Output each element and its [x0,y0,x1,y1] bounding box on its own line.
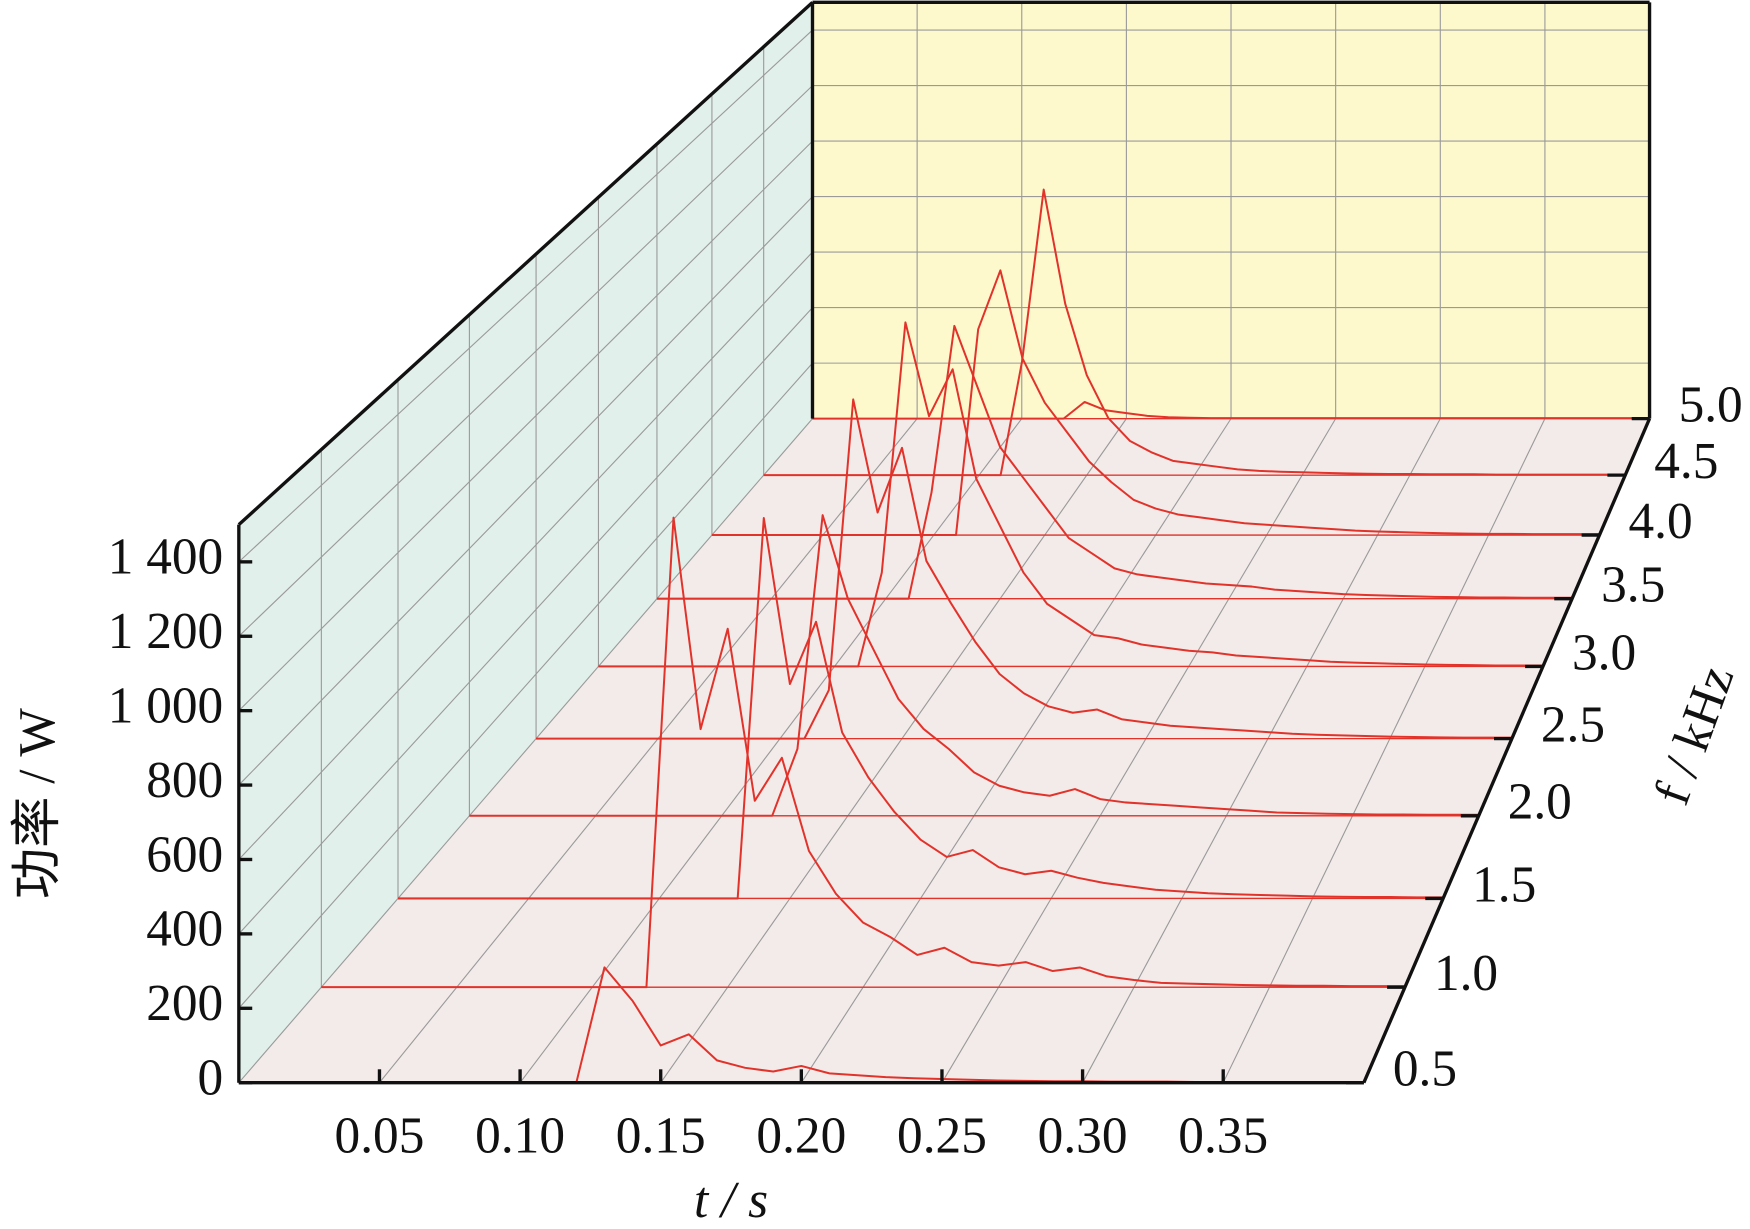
axis-edge [1362,417,1652,1084]
y-tick-label: 800 [146,752,223,809]
z-tick-label: 3.5 [1601,557,1665,614]
y-tick-label: 200 [146,975,223,1032]
z-tick-label: 4.5 [1654,433,1718,490]
z-tick-label: 5.0 [1679,376,1743,433]
x-tick-label: 0.25 [897,1108,987,1165]
x-axis-title: t / s [694,1172,768,1229]
left-wall [238,2,813,1083]
x-tick-label: 0.10 [475,1108,565,1165]
z-tick-label: 3.0 [1572,624,1636,681]
walls [238,2,1650,1083]
spectrum-line [656,324,1573,600]
y-tick-label: 1 200 [108,603,223,660]
y-tick-label: 0 [198,1049,224,1106]
spectrum-line [536,398,1512,740]
x-tick-label: 0.35 [1178,1108,1268,1165]
grid-line [660,418,1127,1084]
z-tick-label: 0.5 [1393,1041,1457,1098]
x-tick-label: 0.30 [1038,1108,1128,1165]
spectrum-line [398,517,1444,900]
spectrum-line [812,400,1650,420]
x-tick-label: 0.15 [616,1108,706,1165]
grid-line [238,29,813,563]
grid-line [238,307,813,935]
z-tick-label: 1.5 [1472,856,1536,913]
grid-line [238,362,813,1009]
x-tick-label: 0.05 [335,1108,425,1165]
axis-edge [237,1,814,526]
z-tick-label: 1.0 [1434,945,1498,1002]
y-tick-label: 1 000 [108,677,223,734]
x-tick-label: 0.20 [756,1108,846,1165]
y-tick-label: 600 [146,826,223,883]
grid-line [238,418,813,1084]
y-tick-label: 1 400 [108,529,223,586]
y-tick-label: 400 [146,901,223,958]
grid-line [1082,418,1441,1083]
spectrum-line [711,269,1600,537]
z-tick-label: 2.5 [1541,696,1605,753]
spectrum-line [469,514,1479,817]
grid-line [238,85,813,637]
z-tick-label: 4.0 [1628,493,1692,550]
grid-line [1222,418,1546,1083]
y-axis-title: 功率 / W [9,708,66,900]
spectrum-line [321,516,1405,989]
grid-line [941,418,1337,1083]
grid-line [800,418,1232,1083]
spectrum-line [598,321,1543,668]
floor [238,418,1650,1083]
z-tick-label: 2.0 [1508,774,1572,831]
grid-line [238,251,813,860]
axes: 0.05 0.10 0.15 0.20 0.25 0.30 0.35 0 200 400 600 80… [108,0,1743,1165]
z-axis-title: f / kHz [1643,658,1745,811]
grid-line [238,140,813,712]
grid-line [238,196,813,786]
